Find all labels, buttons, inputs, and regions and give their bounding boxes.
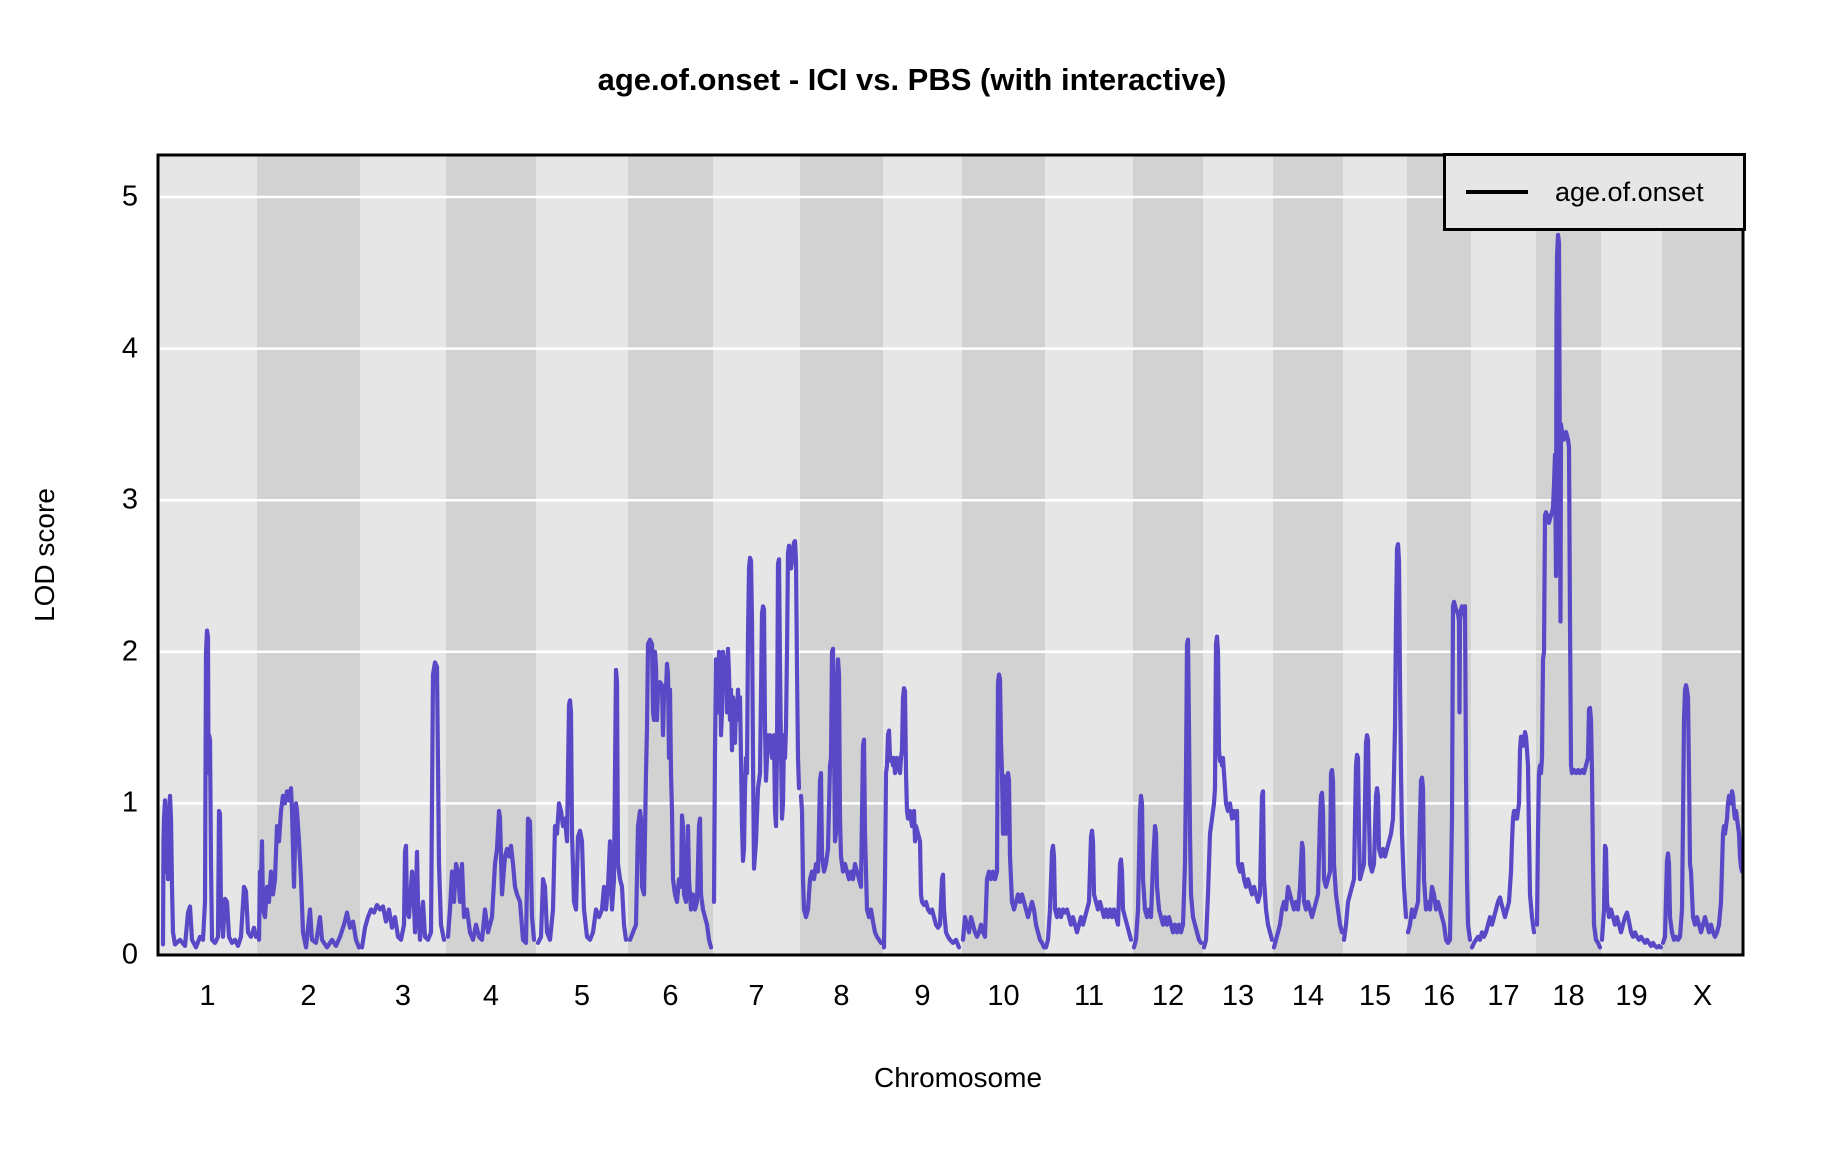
x-tick-label-chr-5: 5 (573, 980, 591, 1012)
lod-curve-chr-X (1660, 683, 1745, 945)
y-tick-label-4: 4 (121, 332, 138, 365)
x-tick-label-chr-8: 8 (833, 980, 850, 1012)
x-tick-label-chr-19: 19 (1615, 980, 1648, 1012)
x-tick-label-chr-16: 16 (1422, 980, 1456, 1012)
x-tick-label-chr-3: 3 (394, 980, 412, 1012)
y-tick-label-3: 3 (121, 483, 138, 516)
plot-border (156, 153, 1745, 957)
x-tick-label-chr-13: 13 (1221, 980, 1255, 1012)
chromosome-band-19 (1601, 155, 1662, 955)
lod-curve-chr-3 (359, 660, 447, 950)
lod-curve-chr-15 (1341, 542, 1409, 942)
lod-curve-chr-17 (1469, 730, 1537, 950)
x-tick-label-chr-14: 14 (1291, 980, 1325, 1012)
chromosome-band-9 (883, 155, 962, 955)
legend-series-label: age.of.onset (1555, 176, 1704, 207)
chromosome-band-4 (446, 155, 536, 955)
lod-curve-chr-16 (1405, 599, 1473, 945)
x-tick-label-chr-18: 18 (1552, 980, 1585, 1012)
chromosome-band-16 (1407, 155, 1471, 955)
chromosome-band-X (1662, 155, 1743, 955)
lod-curve-chr-13 (1201, 634, 1275, 950)
x-tick-label-chr-2: 2 (300, 980, 317, 1012)
y-tick-label-0: 0 (121, 938, 138, 971)
lod-curve-chr-19 (1599, 843, 1664, 950)
lod-curve-chr-10 (960, 672, 1047, 950)
x-tick-label-chr-1: 1 (199, 980, 216, 1012)
x-tick-label-chr-10: 10 (987, 980, 1020, 1012)
y-tick-label-2: 2 (121, 635, 138, 668)
chromosome-band-17 (1471, 155, 1536, 955)
lod-curve-chr-1 (160, 628, 259, 950)
x-tick-label-chr-X: X (1692, 980, 1713, 1012)
x-tick-label-chr-6: 6 (662, 980, 679, 1012)
lod-curve-chr-18 (1534, 232, 1603, 950)
y-tick-label-1: 1 (121, 786, 138, 819)
legend-line-sample-icon (1466, 190, 1528, 194)
x-tick-label-chr-15: 15 (1358, 980, 1392, 1012)
lod-curve-chr-11 (1043, 828, 1134, 950)
lod-curve-chr-12 (1131, 637, 1204, 950)
lod-curve-chr-2 (256, 786, 362, 950)
x-axis-title: Chromosome (873, 1062, 1043, 1093)
chromosome-band-11 (1045, 155, 1133, 955)
x-tick-label-chr-7: 7 (748, 980, 765, 1012)
lod-curve-chr-5 (535, 667, 629, 945)
legend: age.of.onset (1443, 153, 1746, 231)
chromosome-band-2 (257, 155, 360, 955)
lod-curve-chr-4 (445, 808, 537, 945)
chart-title: age.of.onset - ICI vs. PBS (with interac… (597, 62, 1227, 97)
x-tick-label-chr-4: 4 (482, 980, 500, 1012)
x-tick-label-chr-17: 17 (1487, 980, 1520, 1012)
y-tick-label-5: 5 (121, 180, 138, 213)
lod-curve-chr-8 (798, 646, 884, 945)
lod-curve-chr-7 (711, 539, 802, 904)
lod-curve-chr-9 (881, 686, 962, 950)
lod-curve-chr-14 (1271, 767, 1345, 950)
x-tick-label-chr-11: 11 (1073, 980, 1105, 1012)
chromosome-band-1 (158, 155, 257, 955)
y-axis-title: LOD score (29, 488, 60, 622)
lod-curve-chr-6 (627, 637, 714, 950)
x-tick-label-chr-12: 12 (1151, 980, 1185, 1012)
x-tick-label-chr-9: 9 (914, 980, 931, 1012)
